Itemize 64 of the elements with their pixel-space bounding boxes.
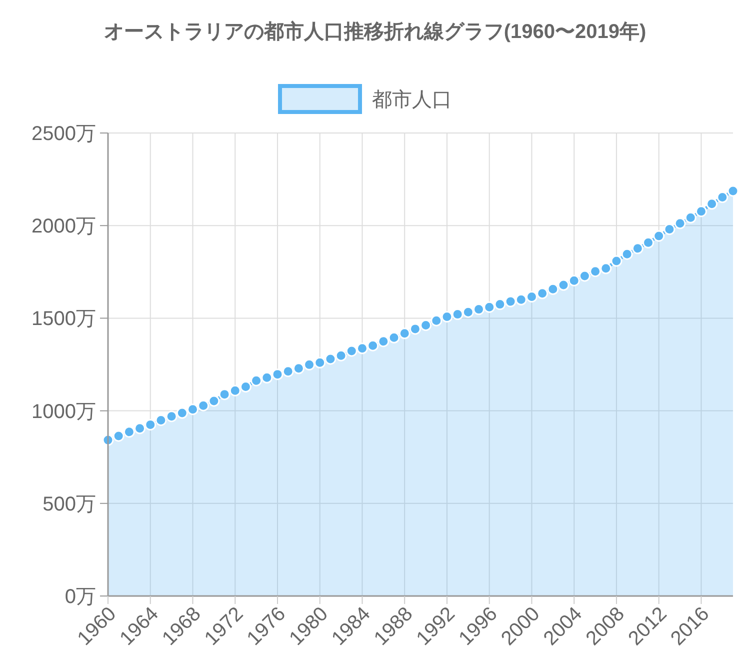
point — [494, 298, 506, 310]
point — [144, 418, 156, 430]
y-tick-label: 1500万 — [32, 308, 96, 330]
point — [166, 410, 178, 422]
y-tick-label: 2000万 — [32, 216, 96, 238]
point — [198, 400, 210, 412]
point — [250, 374, 262, 386]
point — [208, 395, 220, 407]
point — [452, 308, 464, 320]
point — [186, 404, 198, 416]
point — [674, 218, 686, 230]
point — [664, 224, 676, 236]
point — [430, 314, 442, 326]
point — [536, 288, 548, 300]
y-tick-label: 1000万 — [32, 400, 96, 423]
point — [484, 301, 496, 313]
point — [695, 206, 707, 218]
point — [526, 290, 538, 302]
point — [441, 310, 453, 322]
point — [568, 274, 580, 286]
point — [558, 279, 570, 291]
point — [504, 296, 516, 308]
point — [335, 350, 347, 362]
point — [684, 212, 696, 224]
point — [314, 356, 326, 368]
point — [229, 384, 241, 396]
point — [378, 336, 390, 348]
point — [547, 283, 559, 295]
point — [716, 192, 728, 204]
point — [653, 230, 665, 242]
point — [515, 294, 527, 306]
y-tick-label: 2500万 — [32, 123, 96, 145]
point — [367, 340, 379, 352]
point — [272, 368, 284, 380]
point — [292, 362, 304, 374]
point — [356, 342, 368, 354]
point — [112, 430, 124, 442]
point — [346, 345, 358, 357]
point — [642, 236, 654, 248]
point — [462, 306, 474, 318]
point — [388, 332, 400, 344]
point — [398, 328, 410, 340]
point — [218, 388, 230, 400]
point — [621, 248, 633, 260]
point — [578, 270, 590, 282]
point — [304, 358, 316, 370]
point — [600, 262, 612, 274]
y-tick-label: 500万 — [42, 493, 96, 516]
point — [123, 426, 135, 438]
point — [727, 185, 739, 197]
point — [282, 366, 294, 378]
legend-label: 都市人口 — [372, 89, 452, 111]
y-tick-label: 0万 — [64, 586, 96, 608]
point — [632, 242, 644, 254]
point — [324, 353, 336, 365]
point — [176, 407, 188, 419]
point — [473, 304, 485, 316]
chart-title: オーストラリアの都市人口推移折れ線グラフ(1960〜2019年) — [104, 20, 646, 43]
point — [134, 422, 146, 434]
point — [610, 255, 622, 267]
point — [409, 323, 421, 335]
point — [261, 372, 273, 384]
point — [590, 266, 602, 278]
point — [706, 198, 718, 210]
